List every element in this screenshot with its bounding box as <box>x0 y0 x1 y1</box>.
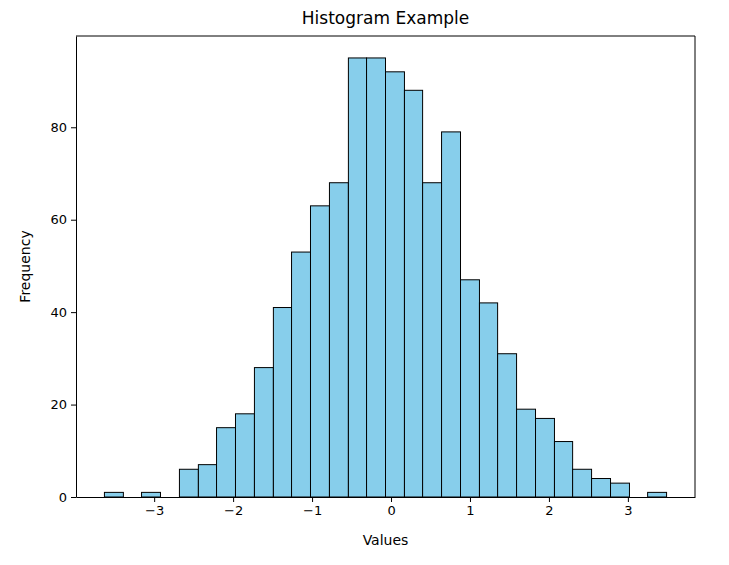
bar <box>461 280 480 497</box>
bar <box>573 469 592 497</box>
tick-mark <box>312 497 313 502</box>
tick-mark <box>154 497 155 502</box>
y-axis-title: Frequency <box>17 230 33 302</box>
axis-line <box>76 37 77 498</box>
tick: 2 <box>545 497 553 518</box>
bar <box>142 492 161 497</box>
tick-label: 3 <box>624 503 632 518</box>
bar <box>179 469 198 497</box>
tick-label: 0 <box>59 490 67 505</box>
bar <box>442 132 461 497</box>
tick: 3 <box>624 497 632 518</box>
tick-mark <box>470 497 471 502</box>
tick-label: 20 <box>50 397 67 412</box>
bar <box>517 409 536 497</box>
tick-label: 2 <box>545 503 553 518</box>
bar <box>104 492 123 497</box>
bars <box>104 58 666 497</box>
bar <box>404 90 422 497</box>
bar <box>254 368 273 497</box>
tick-mark <box>628 497 629 502</box>
bar <box>329 183 348 497</box>
tick-mark <box>71 220 76 221</box>
bar <box>123 497 141 498</box>
bar <box>348 58 366 497</box>
tick: 60 <box>50 212 76 227</box>
title: Histogram Example <box>302 8 469 28</box>
bar <box>273 308 291 497</box>
x-axis-title: Values <box>363 532 409 548</box>
frame <box>76 36 695 37</box>
tick-label: 60 <box>50 212 67 227</box>
tick: 0 <box>59 490 76 505</box>
tick-mark <box>71 312 76 313</box>
tick: 20 <box>50 397 76 412</box>
bar <box>498 354 517 497</box>
tick-mark <box>233 497 234 502</box>
tick: 0 <box>387 497 395 518</box>
tick-mark <box>71 127 76 128</box>
tick-mark <box>391 497 392 502</box>
frame <box>695 36 696 497</box>
tick: −1 <box>303 497 322 518</box>
bar <box>423 183 442 497</box>
tick-mark <box>549 497 550 502</box>
tick-label: 80 <box>50 120 67 135</box>
tick: 1 <box>466 497 474 518</box>
bar <box>310 206 329 497</box>
bar <box>160 497 179 498</box>
bar <box>479 303 497 497</box>
x-axis: −3 −2 −1 0 1 2 3 <box>77 497 696 518</box>
bar <box>292 252 311 497</box>
tick-label: −1 <box>303 503 322 518</box>
tick: −3 <box>145 497 164 518</box>
tick: −2 <box>224 497 243 518</box>
tick-mark <box>71 497 76 498</box>
chart: −3 −2 −1 0 1 2 3 0 20 40 60 80 Histogram Example Valu… <box>0 0 729 565</box>
tick-label: 40 <box>50 305 67 320</box>
bar <box>217 428 236 497</box>
tick-label: 0 <box>387 503 395 518</box>
bar <box>592 479 611 497</box>
y-axis: 0 20 40 60 80 <box>50 37 76 505</box>
bar <box>198 465 216 497</box>
bar <box>386 72 405 497</box>
tick-label: 1 <box>466 503 474 518</box>
tick-label: −2 <box>224 503 243 518</box>
bar <box>554 442 572 497</box>
bar <box>629 497 647 498</box>
bar <box>235 414 254 497</box>
tick: 80 <box>50 120 76 135</box>
tick: 40 <box>50 305 76 320</box>
axis-line <box>77 497 696 498</box>
bar <box>648 492 667 497</box>
background <box>0 0 729 565</box>
bar <box>611 483 630 497</box>
bar <box>367 58 386 497</box>
bar <box>536 418 555 497</box>
plot: −3 −2 −1 0 1 2 3 0 20 40 60 80 <box>50 36 695 518</box>
tick-label: −3 <box>145 503 164 518</box>
tick-mark <box>71 405 76 406</box>
